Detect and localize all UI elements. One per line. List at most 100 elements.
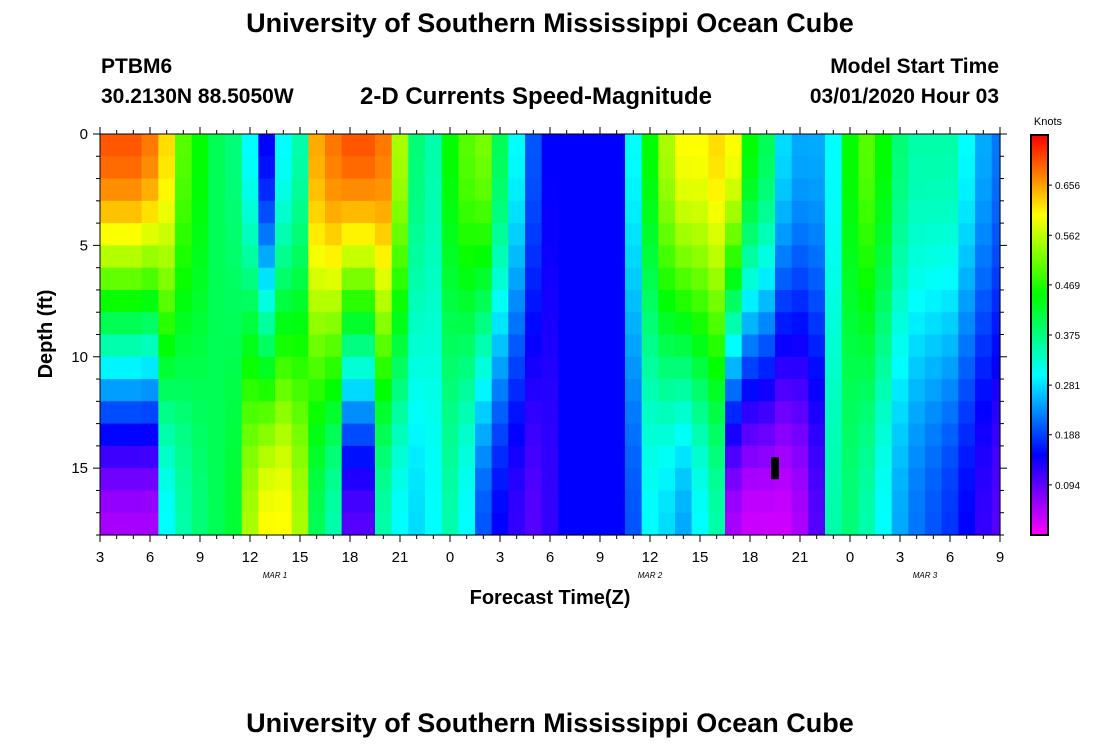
heatmap-cell xyxy=(625,245,643,269)
heatmap-cell xyxy=(325,379,343,402)
heatmap-cell xyxy=(308,379,326,402)
heatmap-cell xyxy=(491,356,509,380)
heatmap-cell xyxy=(441,289,459,313)
heatmap-cell xyxy=(525,512,543,536)
heatmap-cell xyxy=(908,267,926,291)
heatmap-cell xyxy=(791,223,809,246)
heatmap-cell xyxy=(975,445,993,469)
heatmap-cell xyxy=(725,490,743,514)
heatmap-cell xyxy=(525,134,543,157)
heatmap-cell xyxy=(791,490,809,514)
heatmap-cell xyxy=(491,178,509,202)
heatmap-cell xyxy=(625,356,643,380)
heatmap-cell xyxy=(208,134,226,157)
heatmap-cell xyxy=(691,445,709,469)
heatmap-cell xyxy=(991,490,1001,514)
heatmap-cell xyxy=(175,289,193,313)
heatmap-cell xyxy=(491,468,509,492)
heatmap-cell xyxy=(708,334,726,358)
heatmap-cell xyxy=(208,356,226,380)
heatmap-cell xyxy=(225,156,243,180)
heatmap-cell xyxy=(741,334,759,358)
heatmap-cell xyxy=(975,356,993,380)
heatmap-cell xyxy=(858,490,876,514)
heatmap-cell xyxy=(825,134,843,157)
heatmap-cell xyxy=(375,223,393,246)
heatmap-cell xyxy=(491,401,509,425)
heatmap-cell xyxy=(758,267,776,291)
heatmap-cell xyxy=(791,312,809,336)
heatmap-cell xyxy=(408,156,426,180)
heatmap-cell xyxy=(808,512,826,536)
heatmap-cell xyxy=(225,200,243,224)
heatmap-cell xyxy=(125,223,143,246)
heatmap-cell xyxy=(775,401,793,425)
heatmap-cell xyxy=(891,401,909,425)
heatmap-cell xyxy=(808,490,826,514)
heatmap-cell xyxy=(925,356,943,380)
heatmap-cell xyxy=(208,245,226,269)
heatmap-cell xyxy=(125,490,143,514)
heatmap-cell xyxy=(375,356,393,380)
heatmap-cell xyxy=(208,156,226,180)
heatmap-cell xyxy=(908,490,926,514)
heatmap-cell xyxy=(675,356,693,380)
heatmap-cell xyxy=(741,289,759,313)
heatmap-cell xyxy=(325,223,343,246)
heatmap-cell xyxy=(158,178,176,202)
heatmap-cell xyxy=(508,245,526,269)
heatmap-cell xyxy=(658,267,676,291)
heatmap-cell xyxy=(100,334,109,358)
heatmap-cell xyxy=(725,356,743,380)
heatmap-cell xyxy=(191,200,209,224)
heatmap-cell xyxy=(841,468,859,492)
axes-layer: 3 6 9 12 15 18 21 0 3 6 9 12 15 18 21 0 3 6 9 MAR 1 MAR 2 MAR… xyxy=(71,126,1007,580)
heatmap-cell xyxy=(858,245,876,269)
heatmap-cell xyxy=(391,156,409,180)
heatmap-cell xyxy=(291,267,309,291)
heatmap-cell xyxy=(425,468,443,492)
heatmap-cell xyxy=(425,289,443,313)
heatmap-cell xyxy=(291,356,309,380)
heatmap-cell xyxy=(558,512,576,536)
heatmap-cell xyxy=(258,134,276,157)
heatmap-cell xyxy=(100,468,109,492)
heatmap-cell xyxy=(908,445,926,469)
heatmap-cell xyxy=(441,178,459,202)
heatmap-cell xyxy=(608,289,626,313)
heatmap-cell xyxy=(725,312,743,336)
heatmap-cell xyxy=(641,356,659,380)
heatmap-cell xyxy=(791,356,809,380)
heatmap-cell xyxy=(191,379,209,402)
heatmap-cell xyxy=(341,401,359,425)
heatmap-cell xyxy=(475,512,493,536)
heatmap-cell xyxy=(258,401,276,425)
heatmap-cell xyxy=(675,423,693,447)
heatmap-cell xyxy=(391,512,409,536)
heatmap-cell xyxy=(858,156,876,180)
heatmap-cell xyxy=(191,245,209,269)
heatmap-cell xyxy=(308,245,326,269)
heatmap-cell xyxy=(258,267,276,291)
heatmap-cell xyxy=(991,423,1001,447)
heatmap-cell xyxy=(658,445,676,469)
heatmap-cell xyxy=(458,267,476,291)
heatmap-cell xyxy=(100,379,109,402)
x-tick-label: 3 xyxy=(496,549,504,566)
heatmap-cell xyxy=(658,156,676,180)
heatmap-cell xyxy=(591,379,609,402)
heatmap-cell xyxy=(175,245,193,269)
heatmap-cell xyxy=(658,401,676,425)
heatmap-cell xyxy=(275,423,293,447)
heatmap-cell xyxy=(708,134,726,157)
heatmap-cell xyxy=(708,312,726,336)
heatmap-cell xyxy=(358,379,376,402)
heatmap-cell xyxy=(358,356,376,380)
heatmap-cell xyxy=(208,223,226,246)
heatmap-cell xyxy=(825,245,843,269)
heatmap-cell xyxy=(308,490,326,514)
heatmap-cell xyxy=(341,200,359,224)
heatmap-cell xyxy=(425,267,443,291)
heatmap-cell xyxy=(725,267,743,291)
